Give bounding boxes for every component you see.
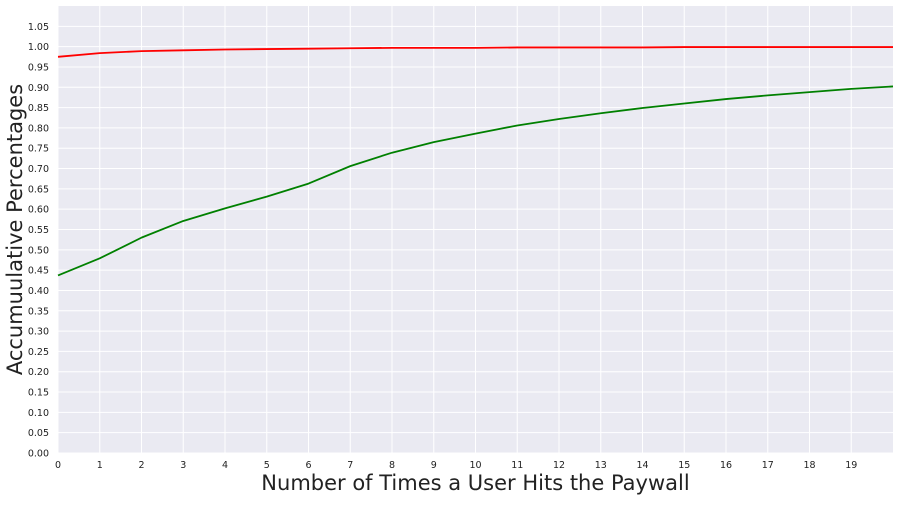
x-tick-label: 10 (469, 460, 481, 471)
y-tick-label: 0.10 (28, 408, 49, 419)
series-layer (57, 46, 894, 277)
y-gridlines (58, 25, 893, 454)
x-tick-label: 12 (553, 460, 565, 471)
y-tick-label: 0.90 (28, 83, 49, 94)
x-tick-label: 7 (347, 460, 353, 471)
x-tick-label: 19 (845, 460, 857, 471)
x-tick-label: 1 (97, 460, 103, 471)
x-tick-label: 18 (803, 460, 815, 471)
x-tick-label: 2 (138, 460, 144, 471)
y-tick-label: 0.70 (28, 164, 49, 175)
y-tick-label: 1.05 (28, 22, 49, 33)
y-tick-label: 0.20 (28, 367, 49, 378)
y-tick-label: 0.00 (28, 449, 49, 460)
y-tick-label: 0.30 (28, 327, 49, 338)
x-tick-labels: 0 1 2 3 4 5 6 7 8 9 10 11 12 13 14 15 16 17 18 19 (55, 460, 857, 471)
y-tick-label: 0.40 (28, 286, 49, 297)
x-tick-label: 8 (389, 460, 395, 471)
y-tick-label: 0.80 (28, 123, 49, 134)
series-line-1 (57, 85, 894, 277)
x-tick-label: 11 (511, 460, 523, 471)
x-tick-label: 5 (264, 460, 270, 471)
x-axis-title: Number of Times a User Hits the Paywall (261, 471, 689, 495)
series-line-0 (57, 46, 893, 58)
x-tick-label: 14 (636, 460, 648, 471)
y-tick-label: 1.00 (28, 42, 49, 53)
y-tick-label: 0.15 (28, 388, 49, 399)
y-tick-label: 0.50 (28, 245, 49, 256)
x-tick-label: 13 (595, 460, 607, 471)
y-tick-label: 0.85 (28, 103, 49, 114)
y-tick-label: 0.65 (28, 184, 49, 195)
y-axis-title: Accumuulative Percentages (3, 84, 27, 375)
y-tick-label: 0.25 (28, 347, 49, 358)
y-tick-label: 0.75 (28, 144, 49, 155)
x-tick-label: 4 (222, 460, 228, 471)
y-tick-label: 0.95 (28, 62, 49, 73)
x-tick-label: 17 (762, 460, 774, 471)
x-tick-label: 3 (180, 460, 186, 471)
x-tick-label: 0 (55, 460, 61, 471)
x-tick-label: 16 (720, 460, 732, 471)
y-tick-label: 0.05 (28, 428, 49, 439)
x-tick-label: 9 (431, 460, 437, 471)
y-tick-label: 0.45 (28, 266, 49, 277)
y-tick-label: 0.60 (28, 205, 49, 216)
y-tick-label: 0.55 (28, 225, 49, 236)
y-tick-label: 0.35 (28, 306, 49, 317)
x-tick-label: 15 (678, 460, 690, 471)
x-tick-label: 6 (305, 460, 311, 471)
y-tick-labels: 0.00 0.05 0.10 0.15 0.20 0.25 0.30 0.35 0.40 0.45… (28, 22, 49, 460)
